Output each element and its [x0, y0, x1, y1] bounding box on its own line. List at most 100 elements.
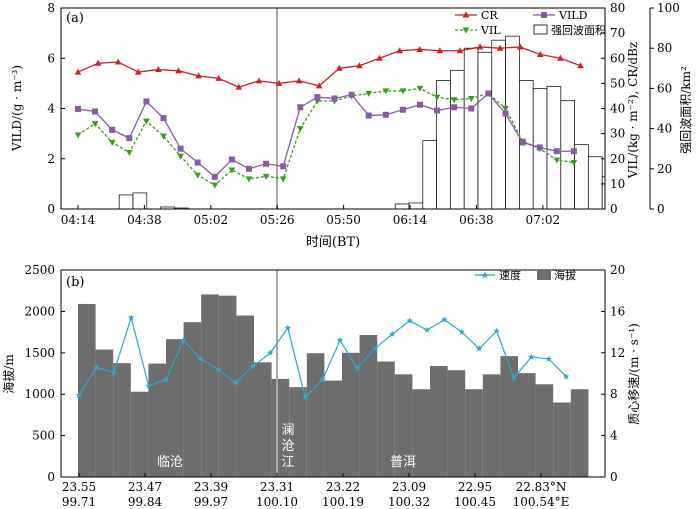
- cr-point: [537, 50, 544, 57]
- elevation-bar: [289, 387, 307, 477]
- vil-point: [160, 133, 167, 140]
- panel-a-area-bars: [118, 35, 630, 209]
- cr-point: [195, 72, 202, 79]
- elevation-bar: [394, 374, 413, 477]
- vild-point: [75, 106, 81, 113]
- elevation-bar: [254, 362, 272, 477]
- vild-point: [280, 163, 287, 170]
- elevation-bar: [482, 374, 501, 477]
- vil-point: [297, 126, 304, 133]
- vil-point: [74, 132, 82, 139]
- vild-point: [228, 156, 235, 163]
- panel-a: 04:14 04:38 05:02 05:26 05:50 06:14 06:38 07:02…: [10, 1, 693, 250]
- legend-elevation-box: [537, 270, 551, 280]
- vil-point: [143, 118, 150, 125]
- legend-area-box: [533, 24, 548, 35]
- elevation-bar: [183, 322, 202, 477]
- area-bar: [463, 47, 479, 209]
- y-tick-label-a-right1: 60: [610, 51, 625, 65]
- cr-point: [215, 74, 222, 81]
- elevation-bar: [218, 295, 237, 477]
- cr-point: [336, 64, 343, 71]
- elevation-bar: [324, 380, 342, 477]
- elevation-bar: [570, 389, 589, 477]
- speed-point: [458, 328, 466, 335]
- vild-point: [246, 165, 252, 172]
- cr-point: [476, 43, 484, 50]
- panel-b-region-labels: 临沧 澜 沧 江 普洱: [157, 423, 416, 470]
- speed-point: [145, 382, 152, 389]
- area-bar: [422, 140, 437, 209]
- speed-point: [249, 362, 257, 370]
- speed-point: [162, 376, 170, 383]
- speed-point: [93, 363, 100, 371]
- legend-area-text: 强回波面积: [551, 24, 606, 37]
- area-bar: [477, 51, 493, 209]
- y-tick-label-a-right1: 0: [610, 202, 618, 216]
- vild-point: [519, 139, 526, 146]
- vild-point: [109, 126, 116, 133]
- elevation-bar: [465, 389, 483, 477]
- vil-point: [211, 182, 219, 189]
- vil-point: [468, 95, 475, 102]
- speed-point: [301, 393, 309, 401]
- vil-point: [450, 97, 458, 104]
- y-tick-label-b-right: 16: [610, 304, 625, 318]
- area-bar: [616, 205, 630, 209]
- vil-point: [126, 149, 133, 156]
- elevation-bar: [430, 366, 448, 477]
- legend-vil-marker: [462, 27, 470, 34]
- y-tick-label-a-left: 2: [47, 152, 55, 166]
- vild-point: [553, 148, 560, 155]
- region-label-lancang-1: 澜: [281, 423, 294, 438]
- cr-point: [557, 54, 564, 61]
- vil-point: [194, 172, 201, 179]
- cr-point: [295, 77, 303, 84]
- area-bar: [450, 69, 465, 209]
- panel-b-ylabel-right: 质心移速/(m · s⁻¹): [627, 323, 641, 425]
- vild-point: [365, 112, 372, 119]
- y-tick-label-b-right: 12: [610, 346, 625, 360]
- cr-line: [77, 46, 581, 88]
- vild-point: [160, 115, 167, 122]
- vil-point: [245, 176, 253, 183]
- x-tick-label-a: 04:38: [127, 213, 162, 227]
- cr-point: [315, 82, 323, 89]
- vild-point: [126, 135, 133, 142]
- x-tick-label-lat: 23.09: [392, 480, 426, 494]
- speed-point: [423, 326, 431, 333]
- speed-point: [441, 316, 448, 323]
- speed-point: [388, 330, 396, 337]
- vild-point: [485, 90, 492, 97]
- cr-point: [436, 47, 444, 54]
- x-tick-label-lat: 23.39: [194, 480, 228, 494]
- x-tick-label-a: 05:02: [194, 213, 229, 227]
- speed-point: [562, 373, 570, 380]
- speed-point: [406, 317, 413, 324]
- speed-point: [232, 379, 239, 386]
- x-tick-label-lat: 23.55: [62, 480, 96, 494]
- speed-point: [180, 336, 187, 344]
- panel-b-series: [75, 314, 570, 401]
- x-tick-label-lat: 23.47: [128, 480, 162, 494]
- cr-point: [516, 43, 524, 50]
- y-tick-label-a-right1: 40: [610, 102, 625, 116]
- speed-point: [493, 327, 500, 334]
- cr-point: [114, 58, 122, 65]
- vil-point: [108, 139, 116, 146]
- elevation-bar: [78, 303, 96, 477]
- cr-point: [456, 47, 464, 54]
- y-tick-label-a-right1: 20: [610, 152, 625, 166]
- speed-point: [354, 364, 361, 372]
- cr-point: [74, 68, 82, 75]
- vil-point: [502, 106, 509, 112]
- area-bar: [546, 86, 562, 209]
- vild-point: [177, 145, 184, 152]
- x-tick-label-lon: 99.84: [128, 495, 163, 509]
- speed-point: [127, 314, 135, 321]
- speed-point: [197, 355, 205, 362]
- panel-a-series: [74, 43, 584, 189]
- speed-point: [545, 355, 553, 362]
- vil-point: [177, 153, 184, 160]
